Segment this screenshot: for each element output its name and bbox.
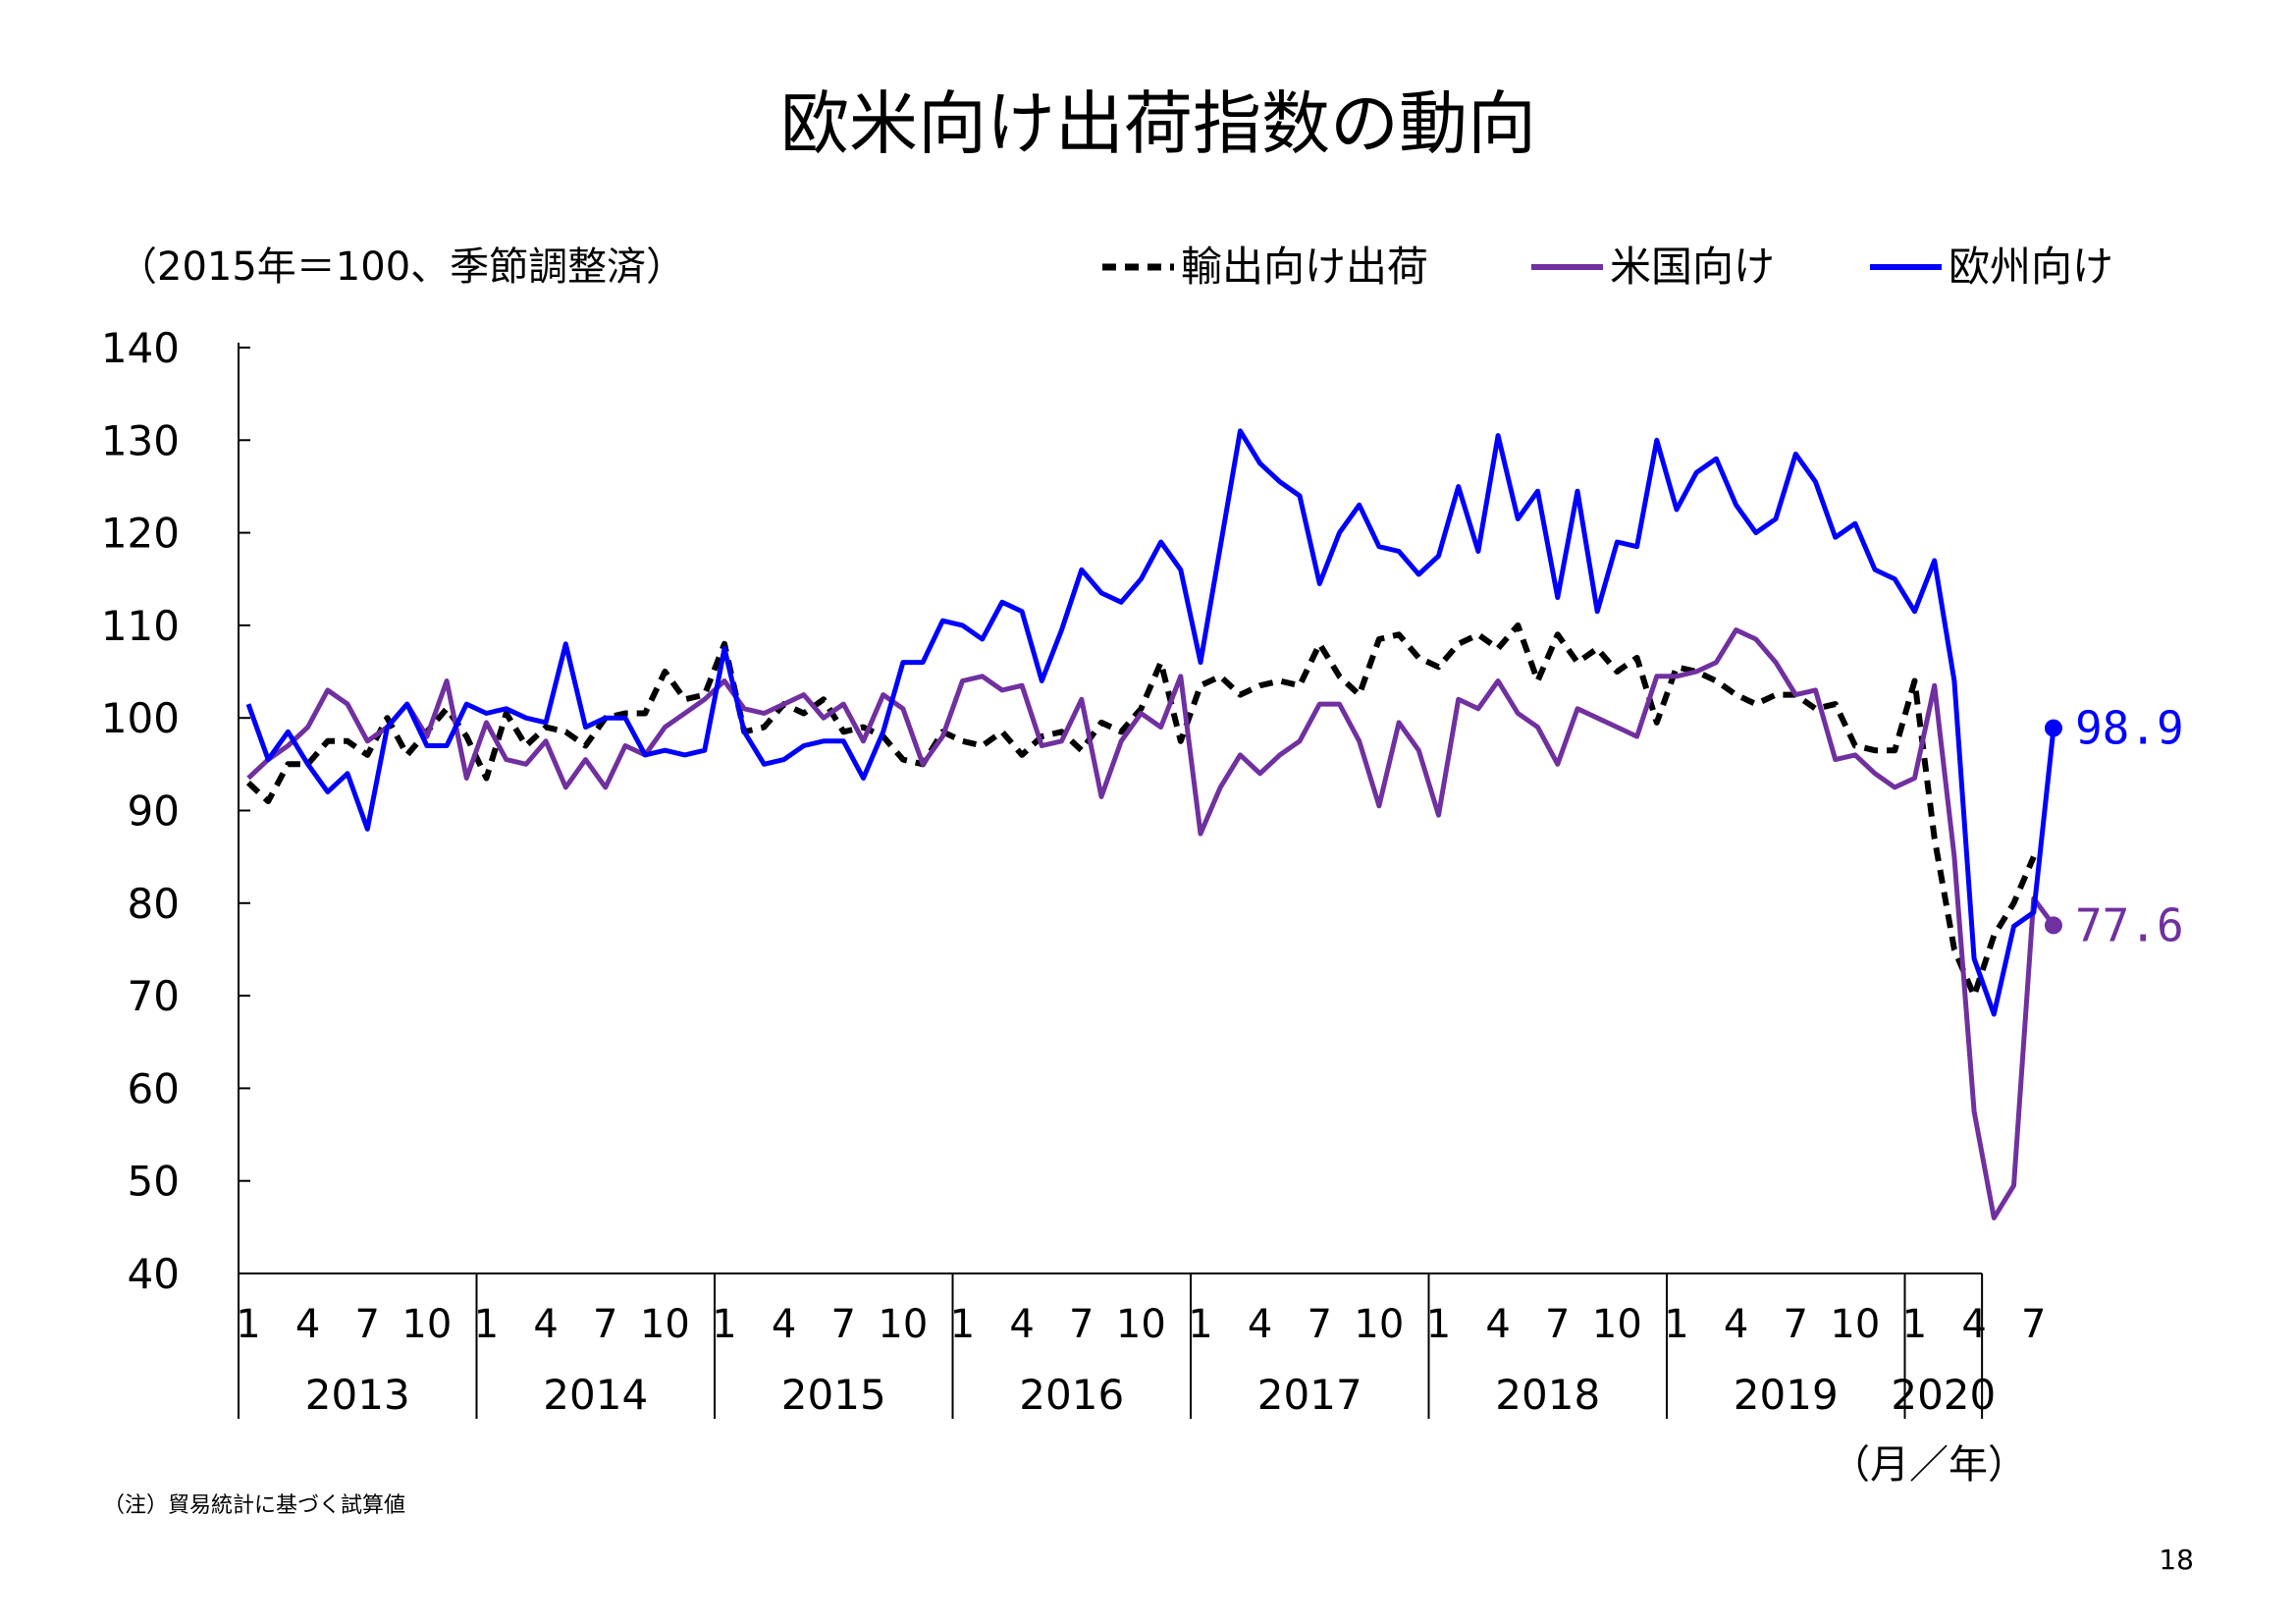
page-number: 18	[2159, 1543, 2194, 1576]
year-label: 2015	[781, 1371, 886, 1419]
y-tick-label: 100	[101, 694, 180, 742]
y-tick-label: 70	[128, 972, 180, 1020]
legend-label-1: 米国向け	[1610, 243, 1775, 291]
series-line-0	[245, 622, 2037, 1000]
chart-legend: 輸出向け出荷 米国向け 欧州向け	[1102, 243, 2113, 291]
y-tick-label: 120	[101, 510, 180, 558]
month-tick-label: 7	[1545, 1302, 1570, 1347]
month-tick-label: 10	[640, 1302, 690, 1347]
month-tick-label: 7	[1069, 1302, 1094, 1347]
y-tick-label: 50	[128, 1158, 180, 1206]
series-line-2	[245, 428, 2056, 1017]
month-tick-label: 7	[355, 1302, 380, 1347]
year-label: 2016	[1019, 1371, 1124, 1419]
y-tick-label: 130	[101, 416, 180, 464]
end-point-marker-2	[2044, 719, 2062, 737]
end-labels: 77.6 98.9	[2044, 702, 2184, 951]
month-tick-label: 1	[236, 1302, 260, 1347]
month-tick-label: 4	[1248, 1302, 1272, 1347]
month-tick-label: 1	[712, 1302, 736, 1347]
end-point-marker-1	[2044, 916, 2062, 935]
month-tick-label: 4	[1724, 1302, 1748, 1347]
month-tick-label: 1	[1664, 1302, 1688, 1347]
month-tick-label: 10	[401, 1302, 452, 1347]
year-label: 2020	[1891, 1371, 1996, 1419]
series-line-1	[246, 627, 2056, 1220]
month-tick-label: 1	[1188, 1302, 1212, 1347]
legend-label-2: 欧州向け	[1949, 243, 2113, 291]
month-tick-label: 4	[533, 1302, 558, 1347]
end-value-label-1: 77.6	[2075, 898, 2184, 951]
unit-note: （2015年＝100、季節調整済）	[118, 244, 685, 290]
month-tick-label: 10	[1592, 1302, 1642, 1347]
footnote: （注）貿易統計に基づく試算値	[103, 1493, 405, 1518]
y-tick-label: 40	[128, 1250, 180, 1298]
month-tick-label: 4	[1009, 1302, 1034, 1347]
month-tick-label: 1	[1902, 1302, 1927, 1347]
month-tick-label: 4	[295, 1302, 320, 1347]
y-tick-label: 60	[128, 1064, 180, 1112]
month-tick-label: 1	[474, 1302, 499, 1347]
y-tick-label: 90	[128, 787, 180, 836]
y-tick-label: 140	[101, 324, 180, 372]
year-label: 2019	[1734, 1371, 1839, 1419]
x-unit-label: （月／年）	[1831, 1442, 2027, 1488]
month-tick-label: 7	[1308, 1302, 1332, 1347]
legend-label-0: 輸出向け出荷	[1181, 243, 1428, 291]
month-tick-label: 4	[1485, 1302, 1510, 1347]
y-tick-label: 110	[101, 602, 180, 650]
month-tick-label: 10	[878, 1302, 928, 1347]
year-label: 2017	[1257, 1371, 1362, 1419]
year-label: 2014	[543, 1371, 648, 1419]
month-tick-label: 1	[950, 1302, 975, 1347]
year-label: 2018	[1495, 1371, 1600, 1419]
month-tick-label: 10	[1354, 1302, 1404, 1347]
month-tick-label: 10	[1116, 1302, 1166, 1347]
year-label: 2013	[305, 1371, 410, 1419]
month-tick-label: 10	[1830, 1302, 1880, 1347]
month-tick-label: 7	[2021, 1302, 2046, 1347]
series-layer	[245, 428, 2056, 1220]
month-tick-label: 4	[772, 1302, 796, 1347]
y-tick-label: 80	[128, 880, 180, 928]
month-tick-label: 7	[593, 1302, 617, 1347]
month-tick-label: 7	[831, 1302, 856, 1347]
month-tick-label: 1	[1426, 1302, 1451, 1347]
month-tick-label: 7	[1784, 1302, 1808, 1347]
end-value-label-2: 98.9	[2075, 702, 2184, 755]
chart-title: 欧米向け出荷指数の動向	[780, 83, 1536, 164]
